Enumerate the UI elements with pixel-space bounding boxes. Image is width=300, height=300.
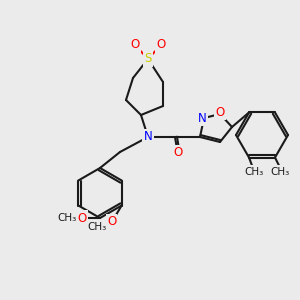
- Text: O: O: [77, 212, 87, 224]
- Text: S: S: [144, 52, 152, 65]
- Text: CH₃: CH₃: [270, 167, 290, 176]
- Text: CH₃: CH₃: [87, 221, 106, 232]
- Text: N: N: [198, 112, 206, 124]
- Text: N: N: [144, 130, 152, 143]
- Text: CH₃: CH₃: [57, 213, 76, 223]
- Text: O: O: [215, 106, 225, 118]
- Text: O: O: [130, 38, 140, 52]
- Text: CH₃: CH₃: [244, 167, 264, 176]
- Text: O: O: [107, 215, 116, 228]
- Text: O: O: [173, 146, 183, 160]
- Text: O: O: [156, 38, 166, 52]
